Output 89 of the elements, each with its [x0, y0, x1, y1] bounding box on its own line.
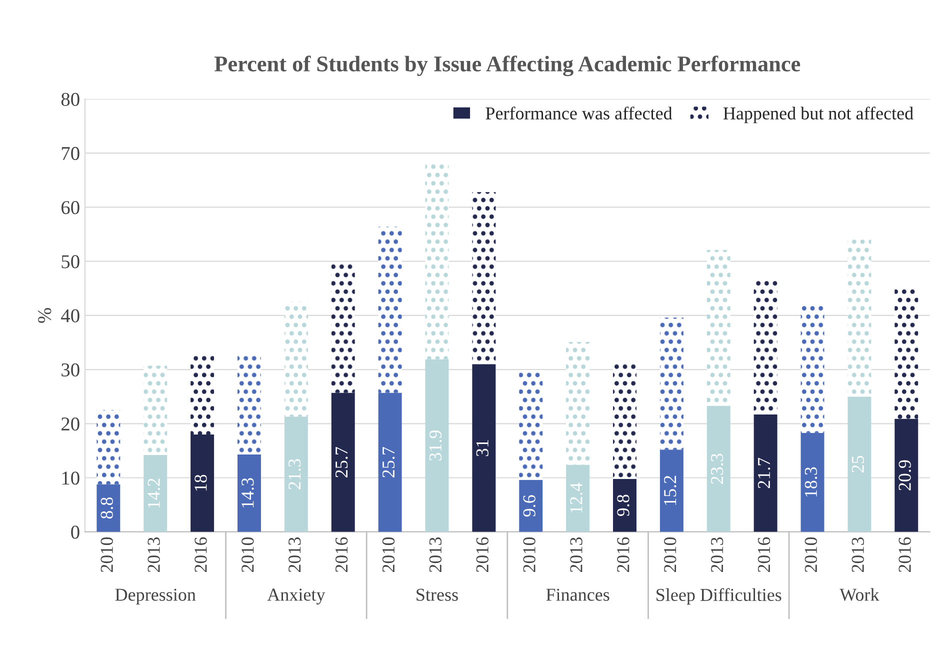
x-tick-label: 2013 — [288, 537, 301, 572]
data-label: 8.8 — [100, 497, 114, 519]
data-label: 25.7 — [382, 447, 395, 478]
bar — [754, 278, 778, 414]
y-tick-label: 30 — [62, 363, 80, 376]
bar — [566, 464, 590, 532]
bar — [472, 364, 496, 532]
legend-label: Happened but not affected — [723, 106, 914, 124]
bar — [800, 432, 824, 532]
bar — [96, 484, 120, 532]
data-label: 15.2 — [664, 476, 676, 505]
y-axis-title: % — [38, 308, 52, 323]
x-tick-label: 2013 — [148, 537, 160, 572]
x-tick-label: 2016 — [194, 537, 207, 572]
x-tick-label: 2013 — [852, 537, 864, 572]
y-tick-label: 50 — [62, 255, 80, 268]
x-tick-label: 2016 — [617, 537, 630, 572]
x-tick-label: 2010 — [242, 537, 254, 572]
bar — [613, 478, 636, 532]
x-tick-label: 2010 — [100, 537, 113, 572]
x-tick-label: 2013 — [710, 537, 724, 572]
bar — [378, 392, 402, 532]
data-label: 31 — [476, 440, 488, 456]
bar — [519, 480, 543, 532]
text: Anxiety — [267, 588, 326, 604]
x-tick-label: 2016 — [335, 537, 348, 572]
x-tick-label: 2010 — [804, 537, 818, 572]
data-label: 21.7 — [758, 458, 770, 488]
bar — [848, 396, 872, 532]
bar — [472, 192, 496, 364]
bar — [754, 414, 778, 532]
data-label: 9.6 — [523, 495, 536, 517]
bar — [284, 302, 308, 417]
x-tick-label: 2010 — [523, 537, 536, 572]
data-label: 23.3 — [711, 454, 724, 484]
bar — [848, 240, 872, 397]
bar — [613, 360, 636, 479]
data-label: 31.9 — [429, 430, 442, 460]
data-label: 14.2 — [148, 478, 160, 508]
text: Work — [840, 588, 880, 601]
bar — [238, 454, 261, 532]
bar — [894, 288, 918, 419]
bar — [425, 162, 449, 360]
data-label: 25 — [852, 456, 864, 472]
y-tick-label: 70 — [62, 146, 80, 160]
chart-title: Percent of Students by Issue Affecting Academic Performance — [214, 56, 800, 76]
data-label: 18 — [194, 474, 207, 491]
text: Finances — [546, 588, 610, 601]
data-label: 21.3 — [288, 459, 301, 490]
x-tick-label: 2013 — [429, 537, 442, 572]
bar — [331, 392, 355, 532]
data-label: 14.3 — [242, 478, 254, 508]
bar — [894, 418, 918, 532]
data-label: 18.3 — [804, 467, 818, 497]
x-tick-label: 2016 — [476, 537, 488, 572]
bar — [706, 406, 730, 532]
text: Stress — [416, 588, 458, 601]
data-label: 12.4 — [570, 482, 582, 513]
data-label: 20.9 — [898, 460, 911, 490]
bar — [284, 416, 308, 532]
y-tick-label: 20 — [62, 417, 80, 431]
x-tick-label: 2010 — [382, 537, 395, 572]
bar — [425, 359, 449, 532]
text: Depression — [115, 588, 196, 604]
x-tick-label: 2013 — [570, 537, 582, 572]
bar — [378, 226, 402, 393]
bar — [144, 455, 168, 532]
bar — [519, 370, 543, 480]
legend-label: Performance was affected — [486, 106, 672, 120]
bar — [660, 318, 684, 450]
bar — [331, 264, 355, 393]
bar — [660, 450, 684, 532]
x-tick-label: 2016 — [758, 537, 770, 572]
bar — [96, 410, 120, 484]
y-tick-label: 40 — [61, 309, 80, 322]
y-tick-label: 60 — [61, 201, 80, 214]
data-label: 25.7 — [336, 447, 348, 478]
bar — [566, 342, 590, 465]
bar — [238, 354, 261, 454]
text: Sleep Difficulties — [656, 588, 782, 605]
y-tick-label: 0 — [71, 526, 80, 539]
x-tick-label: 2016 — [898, 537, 911, 572]
bar — [190, 434, 214, 532]
data-label: 9.8 — [617, 494, 630, 516]
bar — [706, 250, 730, 406]
x-tick-label: 2010 — [664, 537, 676, 572]
y-tick-label: 10 — [62, 472, 80, 485]
y-tick-label: 80 — [61, 92, 80, 106]
bar — [800, 304, 824, 433]
